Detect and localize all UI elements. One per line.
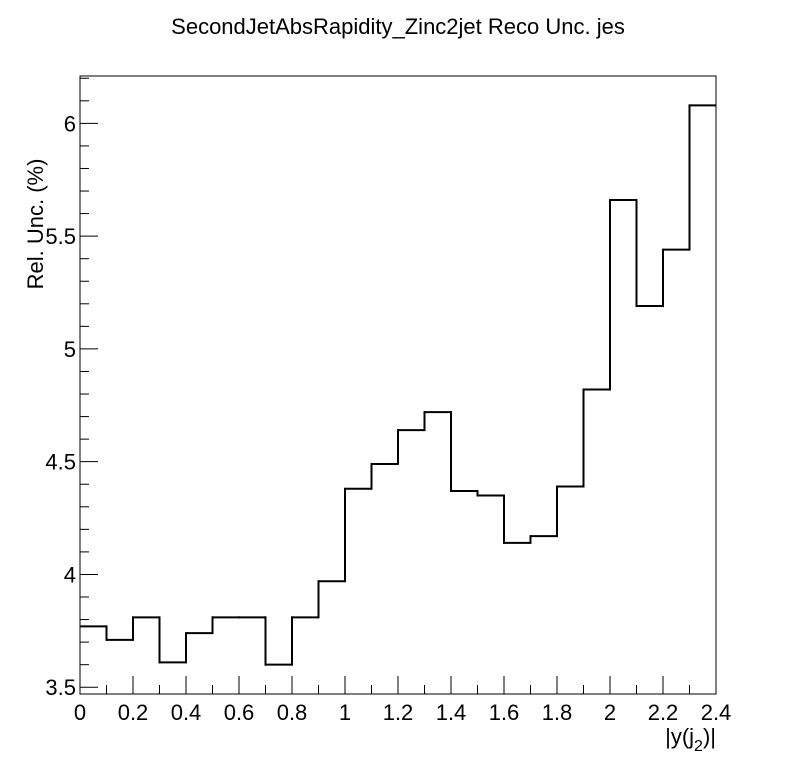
chart-title: SecondJetAbsRapidity_Zinc2jet Reco Unc. … (171, 14, 625, 39)
y-tick-label: 4 (64, 562, 76, 587)
x-tick-label: 1.8 (542, 700, 573, 725)
x-tick-label: 2.4 (701, 700, 732, 725)
histogram (80, 104, 716, 666)
x-tick-label: 1.6 (489, 700, 520, 725)
y-tick-label: 4.5 (45, 450, 76, 475)
y-tick-label: 6 (64, 111, 76, 136)
x-axis: 0 0.2 0.4 0.6 0.8 1 1.2 1.4 1.6 1.8 2 2.2 2.4 (74, 676, 731, 725)
y-tick-label: 5.5 (45, 224, 76, 249)
x-axis-label-subscript: 2 (694, 738, 703, 755)
plot-frame (79, 75, 717, 695)
y-tick-label: 5 (64, 337, 76, 362)
x-axis-label: |y(j2)| (665, 724, 716, 755)
y-tick-label: 3.5 (45, 675, 76, 700)
y-axis: 3.5 4 4.5 5 5.5 6 (45, 77, 98, 700)
x-tick-label: 0.6 (224, 700, 255, 725)
x-tick-label: 2 (604, 700, 616, 725)
x-tick-label: 2.2 (648, 700, 679, 725)
x-tick-label: 0 (74, 700, 86, 725)
x-tick-label: 1.4 (436, 700, 467, 725)
y-axis-label: Rel. Unc. (%) (23, 159, 48, 290)
x-tick-label: 0.2 (118, 700, 149, 725)
x-axis-label-end: )| (703, 724, 716, 749)
x-tick-label: 1.2 (383, 700, 414, 725)
x-tick-label: 0.4 (171, 700, 202, 725)
x-tick-label: 0.8 (277, 700, 308, 725)
x-tick-label: 1 (339, 700, 351, 725)
x-axis-label-main: |y(j (665, 724, 694, 749)
